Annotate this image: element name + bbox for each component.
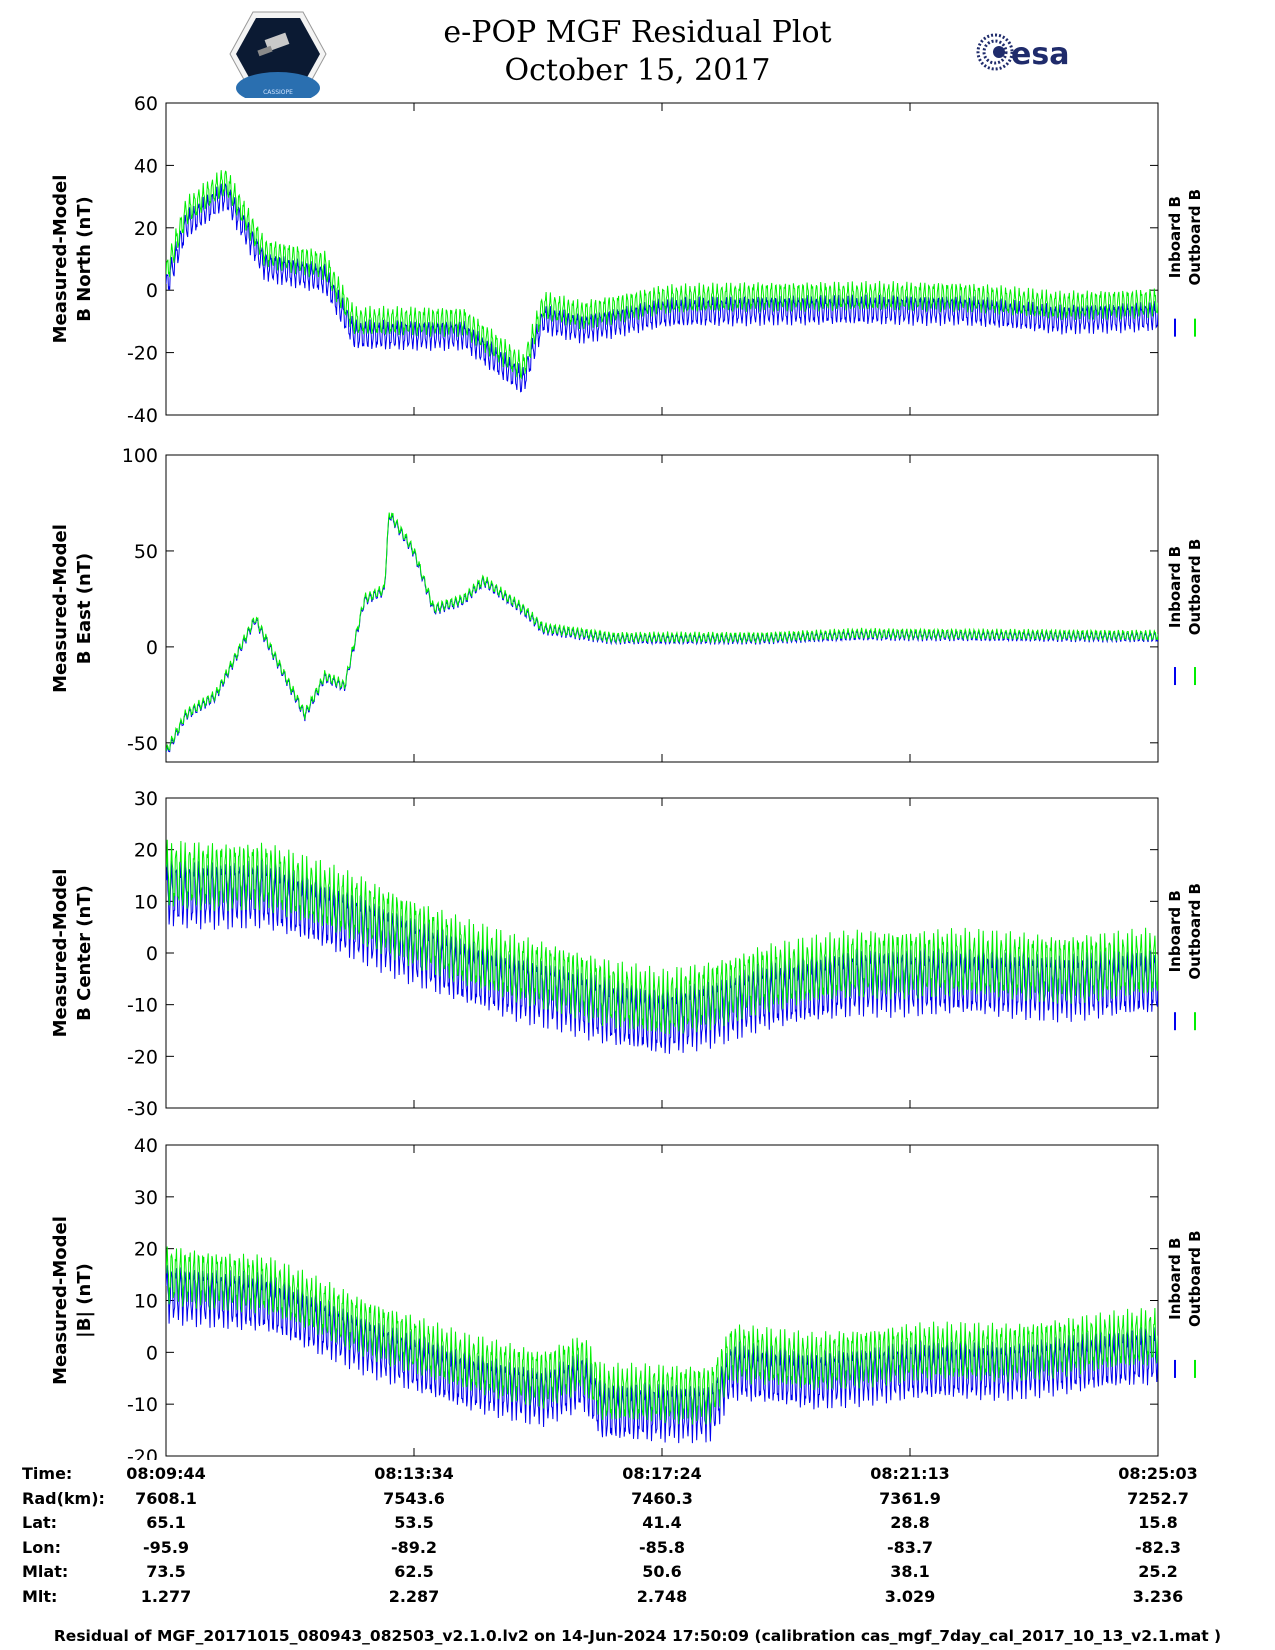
y-tick-label: -20 (127, 1046, 158, 1068)
y-tick-label: 10 (134, 891, 158, 913)
y-axis-label: B North (nT) (74, 196, 95, 322)
info-row-label: Mlt: (22, 1586, 58, 1606)
info-cell: 08:21:13 (870, 1464, 950, 1483)
legend-label: Outboard B (1186, 189, 1204, 286)
outboard-series-line (166, 512, 1158, 752)
y-tick-label: -20 (127, 1446, 158, 1460)
outboard-series-line (166, 1246, 1158, 1425)
legend-label: Outboard B (1186, 539, 1204, 636)
chart-panel-3: -30 -20 -10 0 10 20 30 Measured-Model B Center (… (50, 788, 1204, 1120)
esa-logo-text: esa (1011, 37, 1069, 72)
info-row-label: Lon: (22, 1537, 61, 1557)
y-tick-label: 30 (134, 1187, 158, 1209)
title-line-1: e-POP MGF Residual Plot (443, 15, 832, 50)
info-cell: 08:13:34 (374, 1464, 454, 1483)
info-cell: -82.3 (1134, 1537, 1182, 1557)
y-tick-label: 10 (134, 1291, 158, 1313)
info-row-label: Lat: (22, 1513, 58, 1532)
title-line-2: October 15, 2017 (504, 53, 771, 88)
legend-label: Inboard B (1166, 546, 1184, 628)
info-cell: 08:17:24 (622, 1464, 702, 1483)
chart-panel-2: -50 0 50 100 Measured-Model B East (nT) Inboar… (50, 445, 1204, 763)
outboard-series-line (166, 839, 1158, 1035)
info-cell: 7608.1 (135, 1488, 197, 1508)
orbit-info-table: Time: 08:09:44 08:13:34 08:17:24 08:21:13 08:… (0, 1464, 1275, 1624)
info-row-label: Rad(km): (22, 1488, 105, 1508)
info-cell: 7361.9 (879, 1488, 941, 1508)
y-tick-label: 0 (146, 1342, 158, 1364)
cassiope-logo-text: CASSIOPE (263, 89, 293, 96)
legend-label: Inboard B (1166, 196, 1184, 278)
y-tick-label: 40 (134, 1135, 158, 1157)
legend-label: Outboard B (1186, 1230, 1204, 1327)
y-tick-label: 0 (146, 280, 158, 302)
info-cell: 3.029 (884, 1586, 936, 1606)
info-cell: -89.2 (390, 1537, 438, 1557)
plot-frame (165, 797, 1159, 1109)
y-tick-label: -10 (127, 1394, 158, 1416)
cassiope-logo: CASSIOPE (229, 11, 327, 98)
chart-panel-4: -20 -10 0 10 20 30 40 Measured-Model |B| (nT) Inb… (50, 1135, 1204, 1460)
info-cell: 25.2 (1138, 1562, 1178, 1581)
plot-frame (165, 454, 1159, 763)
info-row-label: Time: (22, 1464, 73, 1483)
y-tick-label: -20 (127, 343, 158, 365)
y-axis-label: B Center (nT) (74, 885, 95, 1021)
info-cell: 53.5 (394, 1513, 434, 1532)
y-axis-label: Measured-Model (50, 175, 71, 344)
y-tick-label: 50 (134, 541, 158, 563)
legend-label: Inboard B (1166, 1238, 1184, 1320)
y-tick-label: 20 (134, 1239, 158, 1261)
y-tick-label: -50 (127, 733, 158, 755)
y-axis-label: Measured-Model (50, 869, 71, 1038)
outboard-series-line (166, 170, 1158, 380)
info-cell: -85.8 (638, 1537, 686, 1557)
legend-label: Inboard B (1166, 890, 1184, 972)
legend-label: Outboard B (1186, 883, 1204, 980)
esa-logo: esa (976, 33, 1069, 72)
info-row-label: Mlat: (22, 1562, 69, 1581)
y-tick-label: 40 (134, 155, 158, 177)
info-cell: 73.5 (146, 1562, 186, 1581)
info-cell: 62.5 (394, 1562, 434, 1581)
footer-caption: Residual of MGF_20171015_080943_082503_v… (53, 1627, 1222, 1645)
info-cell: 28.8 (890, 1513, 930, 1532)
y-tick-label: -40 (127, 405, 158, 427)
info-cell: 2.748 (636, 1586, 688, 1606)
info-cell: 1.277 (140, 1586, 192, 1606)
info-cell: 7252.7 (1127, 1488, 1189, 1508)
info-cell: 2.287 (388, 1586, 440, 1606)
page-title: e-POP MGF Residual Plot October 15, 2017 (0, 14, 1275, 90)
info-cell: 41.4 (642, 1513, 682, 1532)
info-cell: -83.7 (886, 1537, 934, 1557)
info-cell: -95.9 (142, 1537, 190, 1557)
info-cell: 08:09:44 (126, 1464, 206, 1483)
y-tick-label: 60 (134, 93, 158, 115)
info-cell: 08:25:03 (1118, 1464, 1198, 1483)
y-tick-label: 0 (146, 637, 158, 659)
y-axis-label: |B| (nT) (74, 1263, 95, 1338)
y-tick-label: 20 (134, 218, 158, 240)
y-tick-label: -10 (127, 995, 158, 1017)
y-tick-label: -30 (127, 1098, 158, 1120)
info-cell: 7543.6 (383, 1488, 445, 1508)
info-cell: 50.6 (642, 1562, 682, 1581)
y-tick-label: 100 (122, 445, 158, 467)
y-tick-label: 0 (146, 943, 158, 965)
info-cell: 7460.3 (631, 1488, 693, 1508)
inboard-series-line (166, 183, 1158, 393)
info-cell: 65.1 (146, 1513, 186, 1532)
y-tick-label: 30 (134, 788, 158, 810)
y-tick-label: 20 (134, 840, 158, 862)
y-axis-label: Measured-Model (50, 524, 71, 693)
y-axis-label: Measured-Model (50, 1216, 71, 1385)
chart-panel-1: -40 -20 0 20 40 60 Measured-Model B North (nT) I… (50, 93, 1204, 427)
info-cell: 15.8 (1138, 1513, 1178, 1532)
info-cell: 38.1 (890, 1562, 930, 1581)
y-axis-label: B East (nT) (74, 553, 95, 665)
info-cell: 3.236 (1132, 1586, 1184, 1606)
